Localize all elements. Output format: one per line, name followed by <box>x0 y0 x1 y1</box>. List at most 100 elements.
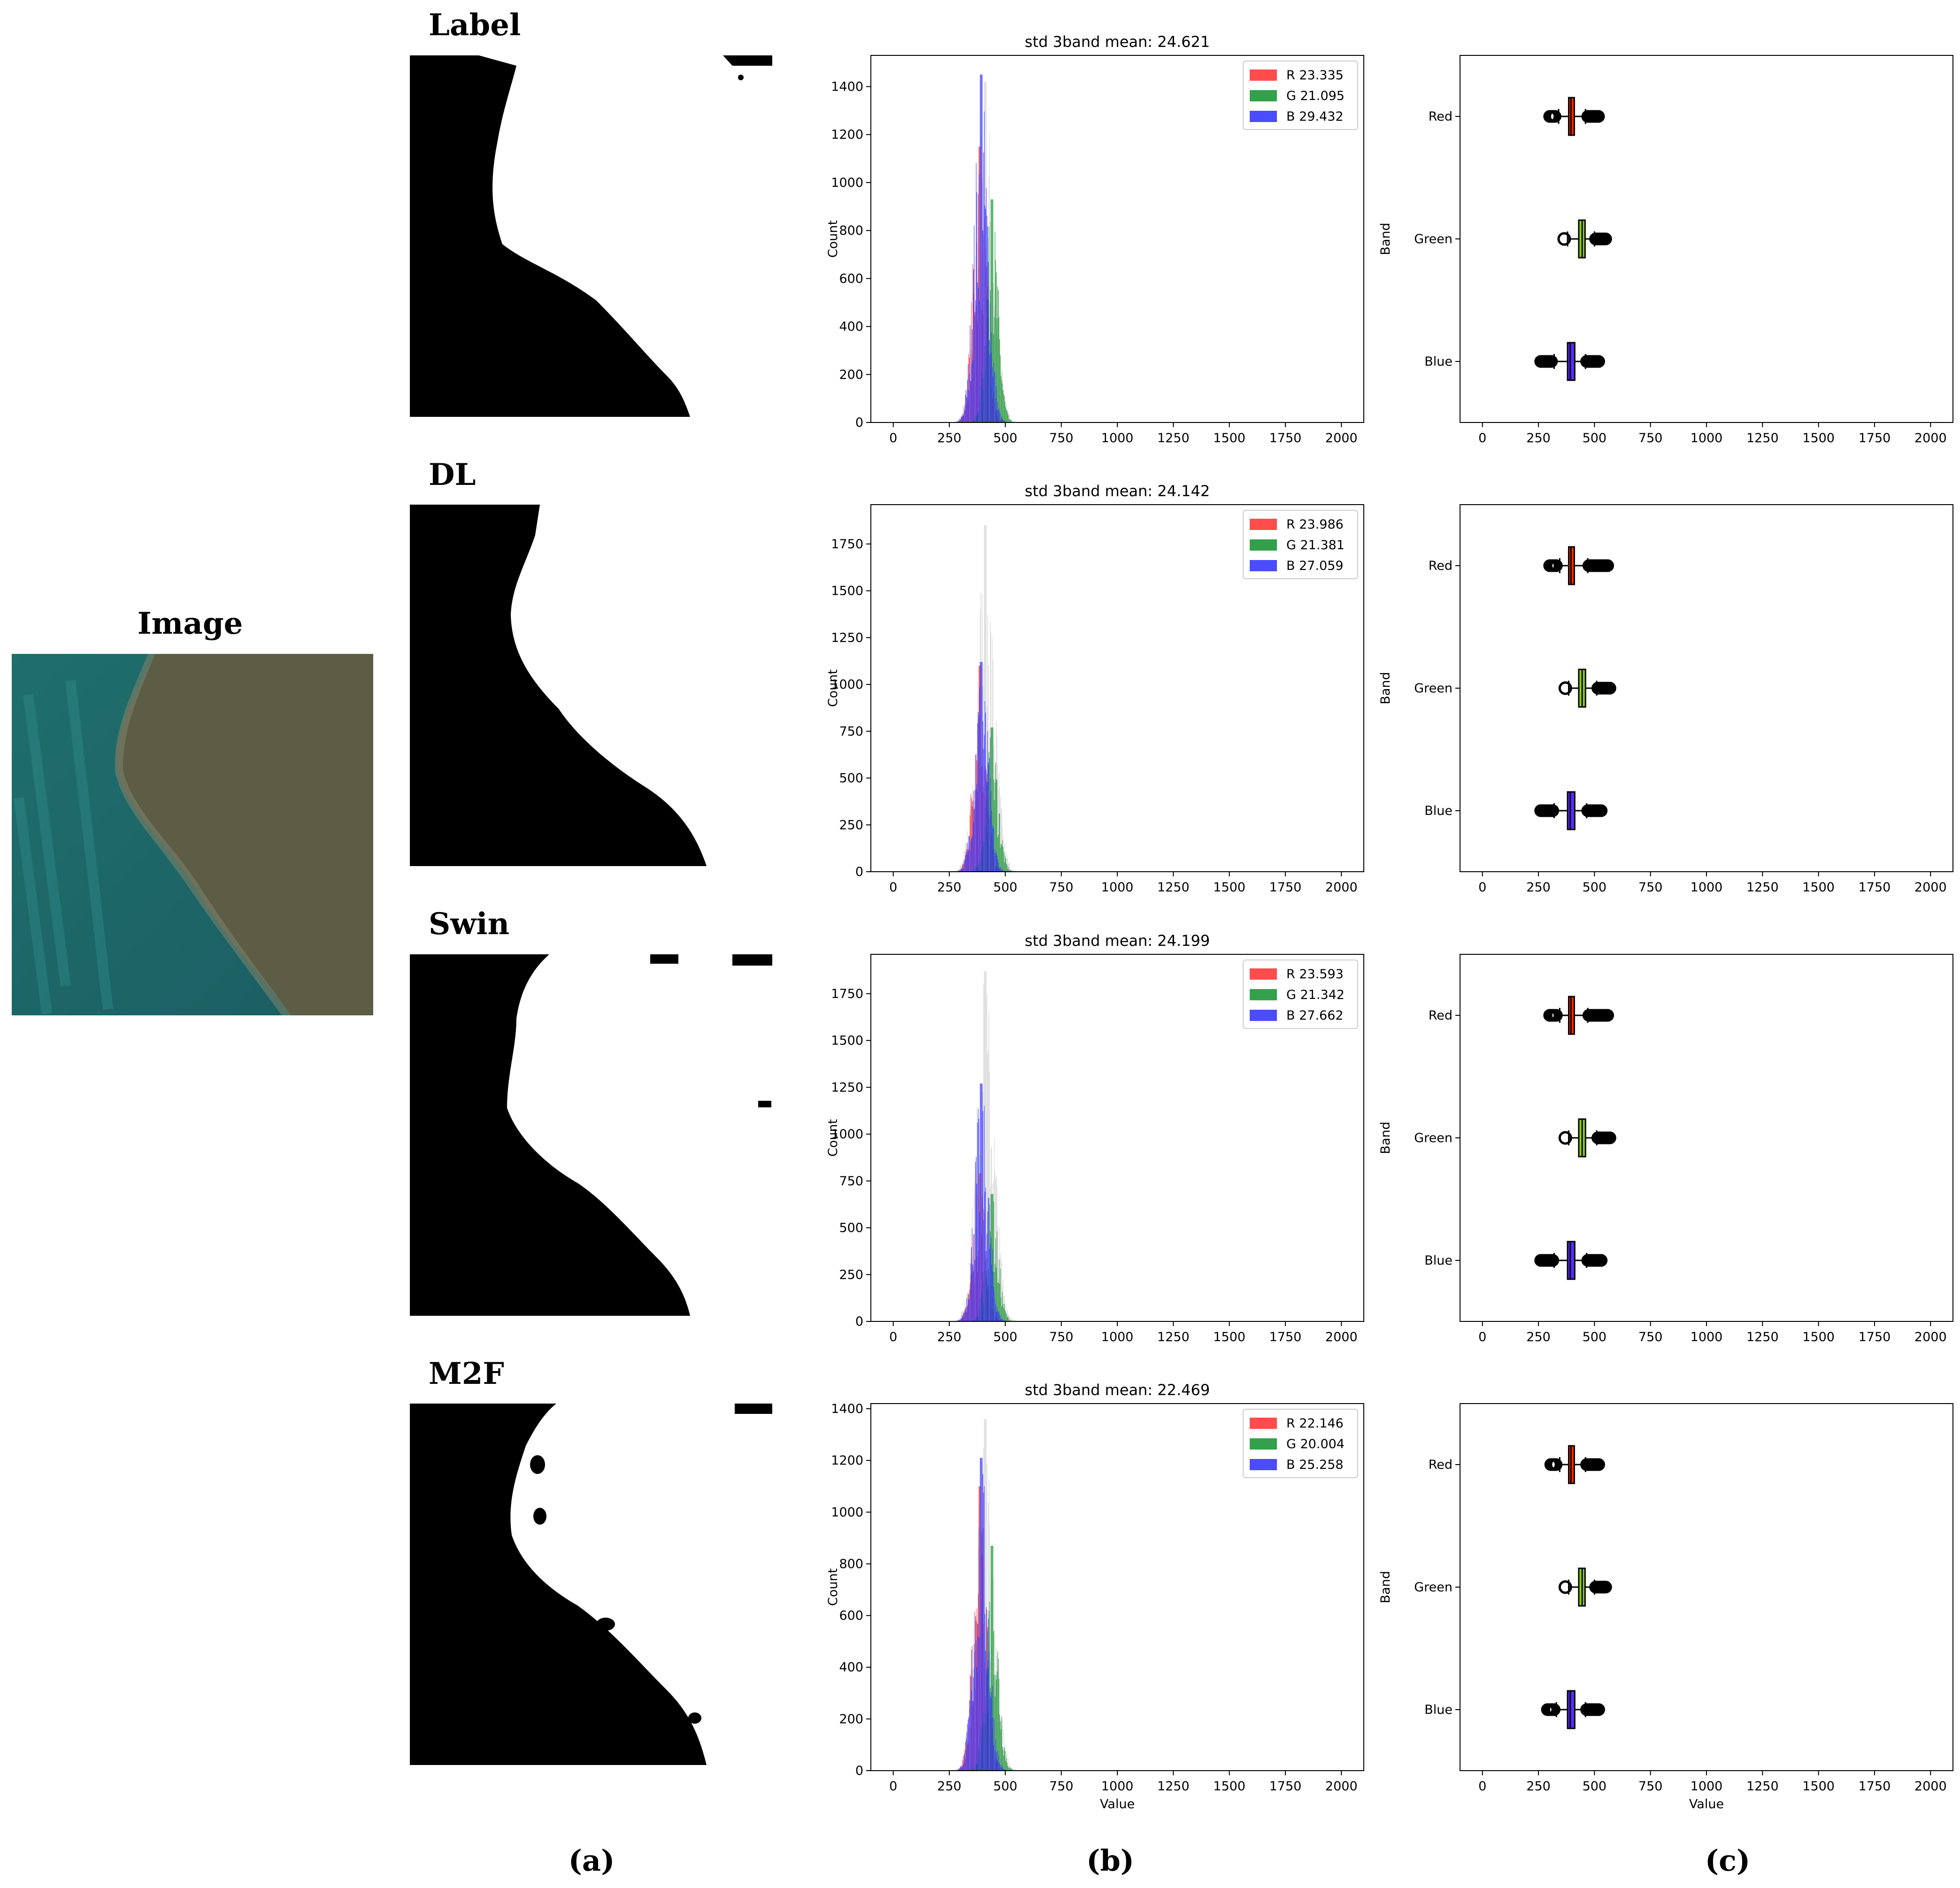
histogram-bar <box>988 762 989 872</box>
legend-label-R: R 23.986 <box>1286 517 1344 532</box>
row-label-0: Label <box>429 8 521 43</box>
histogram-bar <box>965 394 966 422</box>
histogram-bar <box>994 371 995 422</box>
boxplot-xtick-label: 1750 <box>1859 431 1891 445</box>
boxplot-0: 0 250 500 750 1000 1250 1500 1750 2000 Red Green Bl… <box>1378 55 1953 445</box>
histogram-xtick-label: 1250 <box>1157 880 1190 895</box>
boxplot-xtick-label: 1000 <box>1691 1330 1723 1344</box>
boxplot-flier-high <box>1595 1254 1608 1267</box>
boxplot-xtick-label: 500 <box>1583 1330 1607 1344</box>
histogram-bar <box>985 1187 986 1321</box>
histogram-bar <box>976 783 977 872</box>
histogram-bar <box>957 1769 958 1771</box>
histogram-bar <box>974 809 975 872</box>
boxplot-xtick-label: 1500 <box>1802 431 1835 445</box>
histogram-bar <box>995 399 996 422</box>
legend-label-G: G 21.342 <box>1286 988 1345 1002</box>
histogram-bar <box>993 827 994 872</box>
histogram-bar <box>989 1692 990 1771</box>
histogram-bar <box>1010 419 1011 422</box>
histogram-ytick-label: 1400 <box>831 1402 863 1416</box>
histogram-bar <box>1015 1769 1016 1771</box>
histogram-bar <box>1002 419 1003 422</box>
histogram-bar <box>985 971 986 1321</box>
histogram-bar <box>984 525 985 872</box>
boxplot-flier-low <box>1558 1131 1572 1145</box>
histogram-bar <box>975 1616 976 1771</box>
histogram-bar <box>998 290 999 422</box>
histogram-bar <box>990 778 991 872</box>
boxplot-band-red: Red <box>1429 996 1614 1035</box>
histogram-bar <box>984 1614 985 1771</box>
histogram-bar <box>1013 420 1014 422</box>
histogram-bar <box>973 1677 974 1771</box>
legend-label-B: B 25.258 <box>1286 1458 1344 1472</box>
boxplot-box <box>1567 1690 1576 1729</box>
histogram-bar <box>984 206 985 422</box>
histogram-bar <box>974 225 975 422</box>
histogram-bar <box>1006 864 1007 872</box>
histogram-xtick-label: 250 <box>937 880 961 895</box>
histogram-bar <box>1001 844 1002 872</box>
histogram-bar <box>988 1619 989 1771</box>
histogram-ytick-label: 400 <box>839 320 863 334</box>
histogram-bar <box>988 261 989 422</box>
histogram-bar <box>968 1717 969 1771</box>
boxplot-band-red: Red <box>1429 97 1605 136</box>
histogram-bar <box>998 1755 999 1771</box>
histogram-xtick-label: 0 <box>889 880 897 895</box>
histogram-xtick-label: 0 <box>889 431 897 445</box>
histogram-ytick-label: 250 <box>839 818 863 832</box>
histogram-bar <box>994 317 995 422</box>
histogram-bar <box>1007 868 1008 872</box>
histogram-ytick-label: 600 <box>839 271 863 286</box>
boxplot-ylabel: Band <box>1378 672 1393 704</box>
histogram-bar <box>959 420 960 422</box>
histogram-bar <box>962 865 963 872</box>
boxplot-xtick-label: 750 <box>1638 1779 1663 1794</box>
histogram-xtick-label: 1000 <box>1101 880 1134 895</box>
image-panel-title: Image <box>138 606 243 641</box>
histogram-bar <box>956 1768 957 1771</box>
histogram-xtick-label: 250 <box>937 1330 961 1344</box>
histogram-bar <box>1013 1319 1014 1321</box>
histogram-bar <box>985 713 986 872</box>
histogram-legend: R 22.146 G 20.004 B 25.258 <box>1243 1409 1358 1478</box>
boxplot-xtick-label: 0 <box>1478 1330 1486 1344</box>
histogram-bar <box>1013 869 1014 872</box>
boxplot-ytick-label: Green <box>1414 681 1453 696</box>
histogram-ytick-label: 1750 <box>831 987 863 1001</box>
histogram-bar <box>1006 1314 1007 1321</box>
boxplot-xlabel: Value <box>1689 1797 1724 1811</box>
boxplot-xtick-label: 250 <box>1526 431 1551 445</box>
histogram-bar <box>982 74 983 422</box>
boxplot-flier-low <box>1546 1254 1560 1267</box>
histogram-bar <box>998 409 999 422</box>
histogram-bar <box>965 855 966 872</box>
legend-swatch-G <box>1250 989 1277 1000</box>
histogram-bar <box>999 412 1000 422</box>
boxplot-xtick-label: 2000 <box>1914 880 1947 895</box>
histogram-bar <box>977 1122 978 1321</box>
histogram-bar <box>995 762 996 872</box>
histogram-ytick-label: 0 <box>855 865 863 879</box>
histogram-bar <box>967 1724 968 1771</box>
histogram-bar <box>1009 415 1010 422</box>
boxplot-box <box>1567 342 1576 381</box>
histogram-bar <box>976 1183 977 1321</box>
histogram-bar <box>1013 1768 1014 1771</box>
boxplot-band-green: Green <box>1414 668 1616 708</box>
boxplot-xtick-label: 500 <box>1583 431 1607 445</box>
histogram-bar <box>998 862 999 872</box>
boxplot-band-blue: Blue <box>1424 1241 1608 1280</box>
histogram-bar <box>995 1739 996 1771</box>
histogram-ytick-label: 1250 <box>831 630 863 645</box>
histogram-ytick-label: 0 <box>855 1314 863 1329</box>
boxplot-flier-high <box>1599 232 1612 246</box>
histogram-bar <box>988 1049 989 1321</box>
boxplot-xtick-label: 1000 <box>1691 880 1723 895</box>
mask-label <box>410 55 772 417</box>
histogram-bar <box>985 525 986 872</box>
histogram-bar <box>1004 1769 1005 1771</box>
histogram-bar <box>1001 1717 1002 1771</box>
